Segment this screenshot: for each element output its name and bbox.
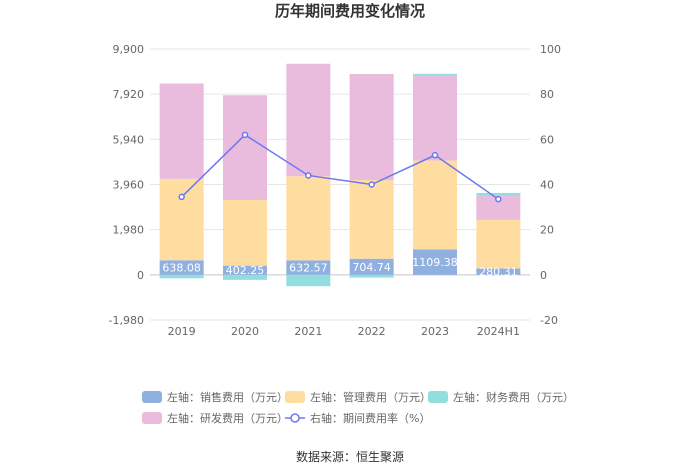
x-tick-label: 2019 <box>168 325 196 338</box>
bar-sales-2020 <box>223 265 267 275</box>
x-tick-label: 2021 <box>294 325 322 338</box>
x-tick-label: 2022 <box>358 325 386 338</box>
bar-rd-2022 <box>349 73 394 181</box>
line-point-expense-rate <box>431 151 439 159</box>
line-point-expense-rate <box>241 131 249 139</box>
bar-admin-2023 <box>413 160 457 250</box>
chart-title: 历年期间费用变化情况 <box>275 2 425 20</box>
y-right-tick-label: 40 <box>540 179 554 192</box>
data-label-sales: 638.08 <box>162 262 201 275</box>
legend-label: 左轴：财务费用（万元） <box>453 390 574 404</box>
legend-label: 左轴：研发费用（万元） <box>167 411 288 425</box>
line-point-expense-rate <box>305 172 312 179</box>
y-right-tick-label: 60 <box>540 133 554 146</box>
data-label-sales: 1109.38 <box>412 256 458 269</box>
legend-swatch-marker <box>290 413 300 423</box>
bar-finance-2023 <box>413 73 457 76</box>
y-left-tick-label: 1,980 <box>113 224 145 237</box>
y-left-tick-label: 5,940 <box>113 133 145 146</box>
legend-swatch <box>142 391 162 403</box>
bar-admin-2021 <box>286 176 331 261</box>
legend-label: 左轴：管理费用（万元） <box>310 390 431 404</box>
y-right-tick-label: 100 <box>540 43 561 56</box>
y-left-tick-label: -1,980 <box>109 314 144 327</box>
bar-finance-2024H1 <box>476 192 521 196</box>
data-label-sales: 402.25 <box>226 264 265 277</box>
bar-sales-2021 <box>286 260 331 275</box>
data-label-sales: 704.74 <box>352 261 391 274</box>
data-label-sales: 632.57 <box>289 262 328 275</box>
y-left-tick-label: 3,960 <box>113 179 145 192</box>
bar-sales-2024H1 <box>476 268 521 275</box>
y-right-tick-label: 20 <box>540 224 554 237</box>
data-label-sales: 280.31 <box>479 266 518 279</box>
y-left-tick-label: 7,920 <box>113 88 145 101</box>
bar-rd-2019 <box>159 83 204 179</box>
bar-finance-2021 <box>286 274 331 287</box>
y-left-tick-label: 9,900 <box>113 43 145 56</box>
y-right-tick-label: 80 <box>540 88 554 101</box>
bar-admin-2024H1 <box>476 219 521 269</box>
legend-swatch <box>142 412 162 424</box>
line-expense-rate <box>181 133 499 200</box>
x-tick-label: 2020 <box>231 325 259 338</box>
line-point-expense-rate <box>178 193 185 201</box>
bar-admin-2020 <box>223 199 267 266</box>
x-tick-label: 2024H1 <box>477 325 520 338</box>
legend-swatch <box>285 391 305 403</box>
y-right-tick-label: -20 <box>540 314 558 327</box>
bar-rd-2024H1 <box>476 195 521 220</box>
data-source: 数据来源：恒生聚源 <box>296 449 404 464</box>
bar-finance-2022 <box>349 274 394 278</box>
bar-finance-2020 <box>223 274 267 280</box>
line-point-expense-rate <box>495 195 502 203</box>
legend-label: 右轴：期间费用率（%） <box>310 411 430 425</box>
bar-sales-2019 <box>159 260 204 275</box>
line-point-expense-rate <box>368 181 375 188</box>
bar-finance-2019 <box>159 274 204 279</box>
bar-rd-2023 <box>413 75 457 161</box>
legend-swatch <box>428 391 448 403</box>
x-tick-label: 2023 <box>421 325 449 338</box>
bar-sales-2023 <box>413 249 457 275</box>
bar-rd-2021 <box>286 63 331 177</box>
bar-sales-2022 <box>349 258 394 275</box>
bar-admin-2022 <box>349 180 394 259</box>
y-right-tick-label: 0 <box>540 269 547 282</box>
bar-rd-2020 <box>223 95 267 200</box>
bar-admin-2019 <box>159 178 204 261</box>
legend-label: 左轴：销售费用（万元） <box>167 390 288 404</box>
y-left-tick-label: 0 <box>137 269 144 282</box>
